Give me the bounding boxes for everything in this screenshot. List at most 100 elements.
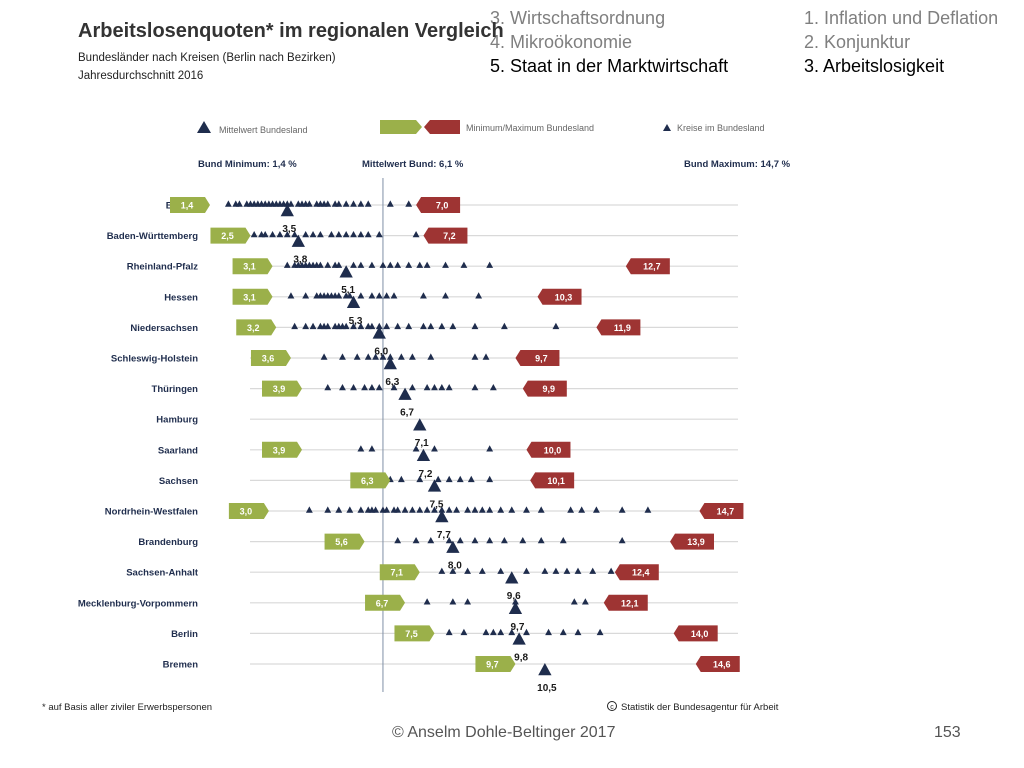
state-mean-marker <box>291 234 305 247</box>
district-marker <box>563 567 571 574</box>
district-marker <box>305 506 313 513</box>
state-mean-label: 6,3 <box>385 377 399 388</box>
district-marker <box>464 506 472 513</box>
state-mean-label: 6,7 <box>400 408 414 419</box>
district-marker <box>250 231 258 238</box>
district-marker <box>523 567 530 574</box>
nav-right-item[interactable]: 1. Inflation und Deflation <box>804 8 999 28</box>
max-marker <box>695 656 740 672</box>
district-marker <box>449 322 457 330</box>
district-marker <box>350 322 357 330</box>
min-marker <box>394 625 435 642</box>
district-marker <box>316 261 324 268</box>
state-mean-marker <box>435 510 449 523</box>
district-marker <box>500 537 508 544</box>
district-marker <box>412 231 420 238</box>
state-mean-marker <box>512 632 526 645</box>
legend-min-icon <box>380 120 422 134</box>
district-marker <box>423 506 431 513</box>
district-marker <box>453 506 460 513</box>
min-label: 3,1 <box>243 262 256 272</box>
min-marker <box>236 319 277 336</box>
min-marker <box>262 380 302 397</box>
district-marker <box>486 261 494 268</box>
nav-left-item[interactable]: 4. Mikroökonomie <box>490 32 633 52</box>
state-mean-marker <box>398 387 412 400</box>
district-marker <box>442 261 449 268</box>
max-label: 14,0 <box>691 629 709 639</box>
district-marker <box>412 537 420 544</box>
district-marker <box>357 261 365 268</box>
nav-left-item[interactable]: 3. Wirtschaftsordnung <box>490 8 666 28</box>
district-marker <box>486 475 494 483</box>
district-marker <box>401 506 409 513</box>
district-marker <box>423 384 431 391</box>
min-label: 7,5 <box>405 629 418 639</box>
district-marker <box>456 537 464 544</box>
state-mean-marker <box>446 540 460 553</box>
legend-district-icon <box>663 124 671 131</box>
district-marker <box>464 598 472 605</box>
max-label: 7,2 <box>443 231 456 241</box>
min-marker <box>262 441 302 458</box>
district-marker <box>541 567 549 574</box>
min-marker <box>210 227 251 244</box>
state-label: Nordrhein-Westfalen <box>105 507 198 518</box>
state-mean-label: 3,8 <box>293 255 307 266</box>
district-marker <box>500 322 508 330</box>
district-marker <box>434 475 442 483</box>
max-marker <box>537 288 582 305</box>
district-marker <box>405 261 413 268</box>
bund-maximum-label: Bund Maximum: 14,7 % <box>684 159 791 170</box>
district-marker <box>486 445 494 452</box>
district-marker <box>339 353 346 360</box>
state-mean-marker <box>508 601 523 615</box>
district-marker <box>342 231 350 238</box>
state-mean-marker <box>339 265 353 278</box>
district-marker <box>427 537 435 544</box>
district-marker <box>375 231 383 238</box>
district-marker <box>287 200 295 207</box>
nav-right-item[interactable]: 2. Konjunktur <box>804 32 911 52</box>
nav-right-item[interactable]: 3. Arbeitslosigkeit <box>804 56 945 76</box>
state-label: Niedersachsen <box>130 323 198 334</box>
district-marker <box>607 567 615 574</box>
district-marker <box>420 322 427 330</box>
district-marker <box>497 567 505 574</box>
district-marker <box>368 261 376 268</box>
district-marker <box>449 598 457 605</box>
max-label: 13,9 <box>687 537 705 547</box>
state-mean-marker <box>505 571 519 584</box>
max-label: 7,0 <box>436 201 449 211</box>
min-label: 1,4 <box>181 201 194 211</box>
nav-left-item[interactable]: 5. Staat in der Marktwirtschaft <box>490 56 729 76</box>
district-marker <box>339 384 346 391</box>
district-marker <box>471 322 479 330</box>
max-label: 14,7 <box>717 507 735 517</box>
district-marker <box>581 598 589 605</box>
district-marker <box>489 628 497 636</box>
min-label: 6,7 <box>376 598 389 608</box>
min-marker <box>475 656 516 672</box>
legend-mean-icon <box>197 121 211 133</box>
district-marker <box>552 322 560 330</box>
state-mean-label: 9,8 <box>514 652 528 663</box>
district-marker <box>423 261 431 268</box>
district-marker <box>438 506 446 513</box>
district-marker <box>342 200 350 207</box>
max-marker <box>515 350 560 366</box>
max-label: 9,7 <box>535 354 548 364</box>
state-mean-marker <box>416 448 431 462</box>
district-marker <box>364 231 372 238</box>
district-marker <box>283 231 291 238</box>
max-marker <box>670 533 714 550</box>
district-marker <box>405 322 413 330</box>
district-marker <box>386 261 394 268</box>
district-marker <box>545 628 552 636</box>
district-marker <box>261 231 269 238</box>
district-marker <box>478 506 486 513</box>
district-marker <box>508 506 516 513</box>
min-label: 2,5 <box>221 231 234 241</box>
district-marker <box>559 628 567 636</box>
nav-left-list: 3. Wirtschaftsordnung 4. Mikroökonomie 5… <box>490 6 728 78</box>
